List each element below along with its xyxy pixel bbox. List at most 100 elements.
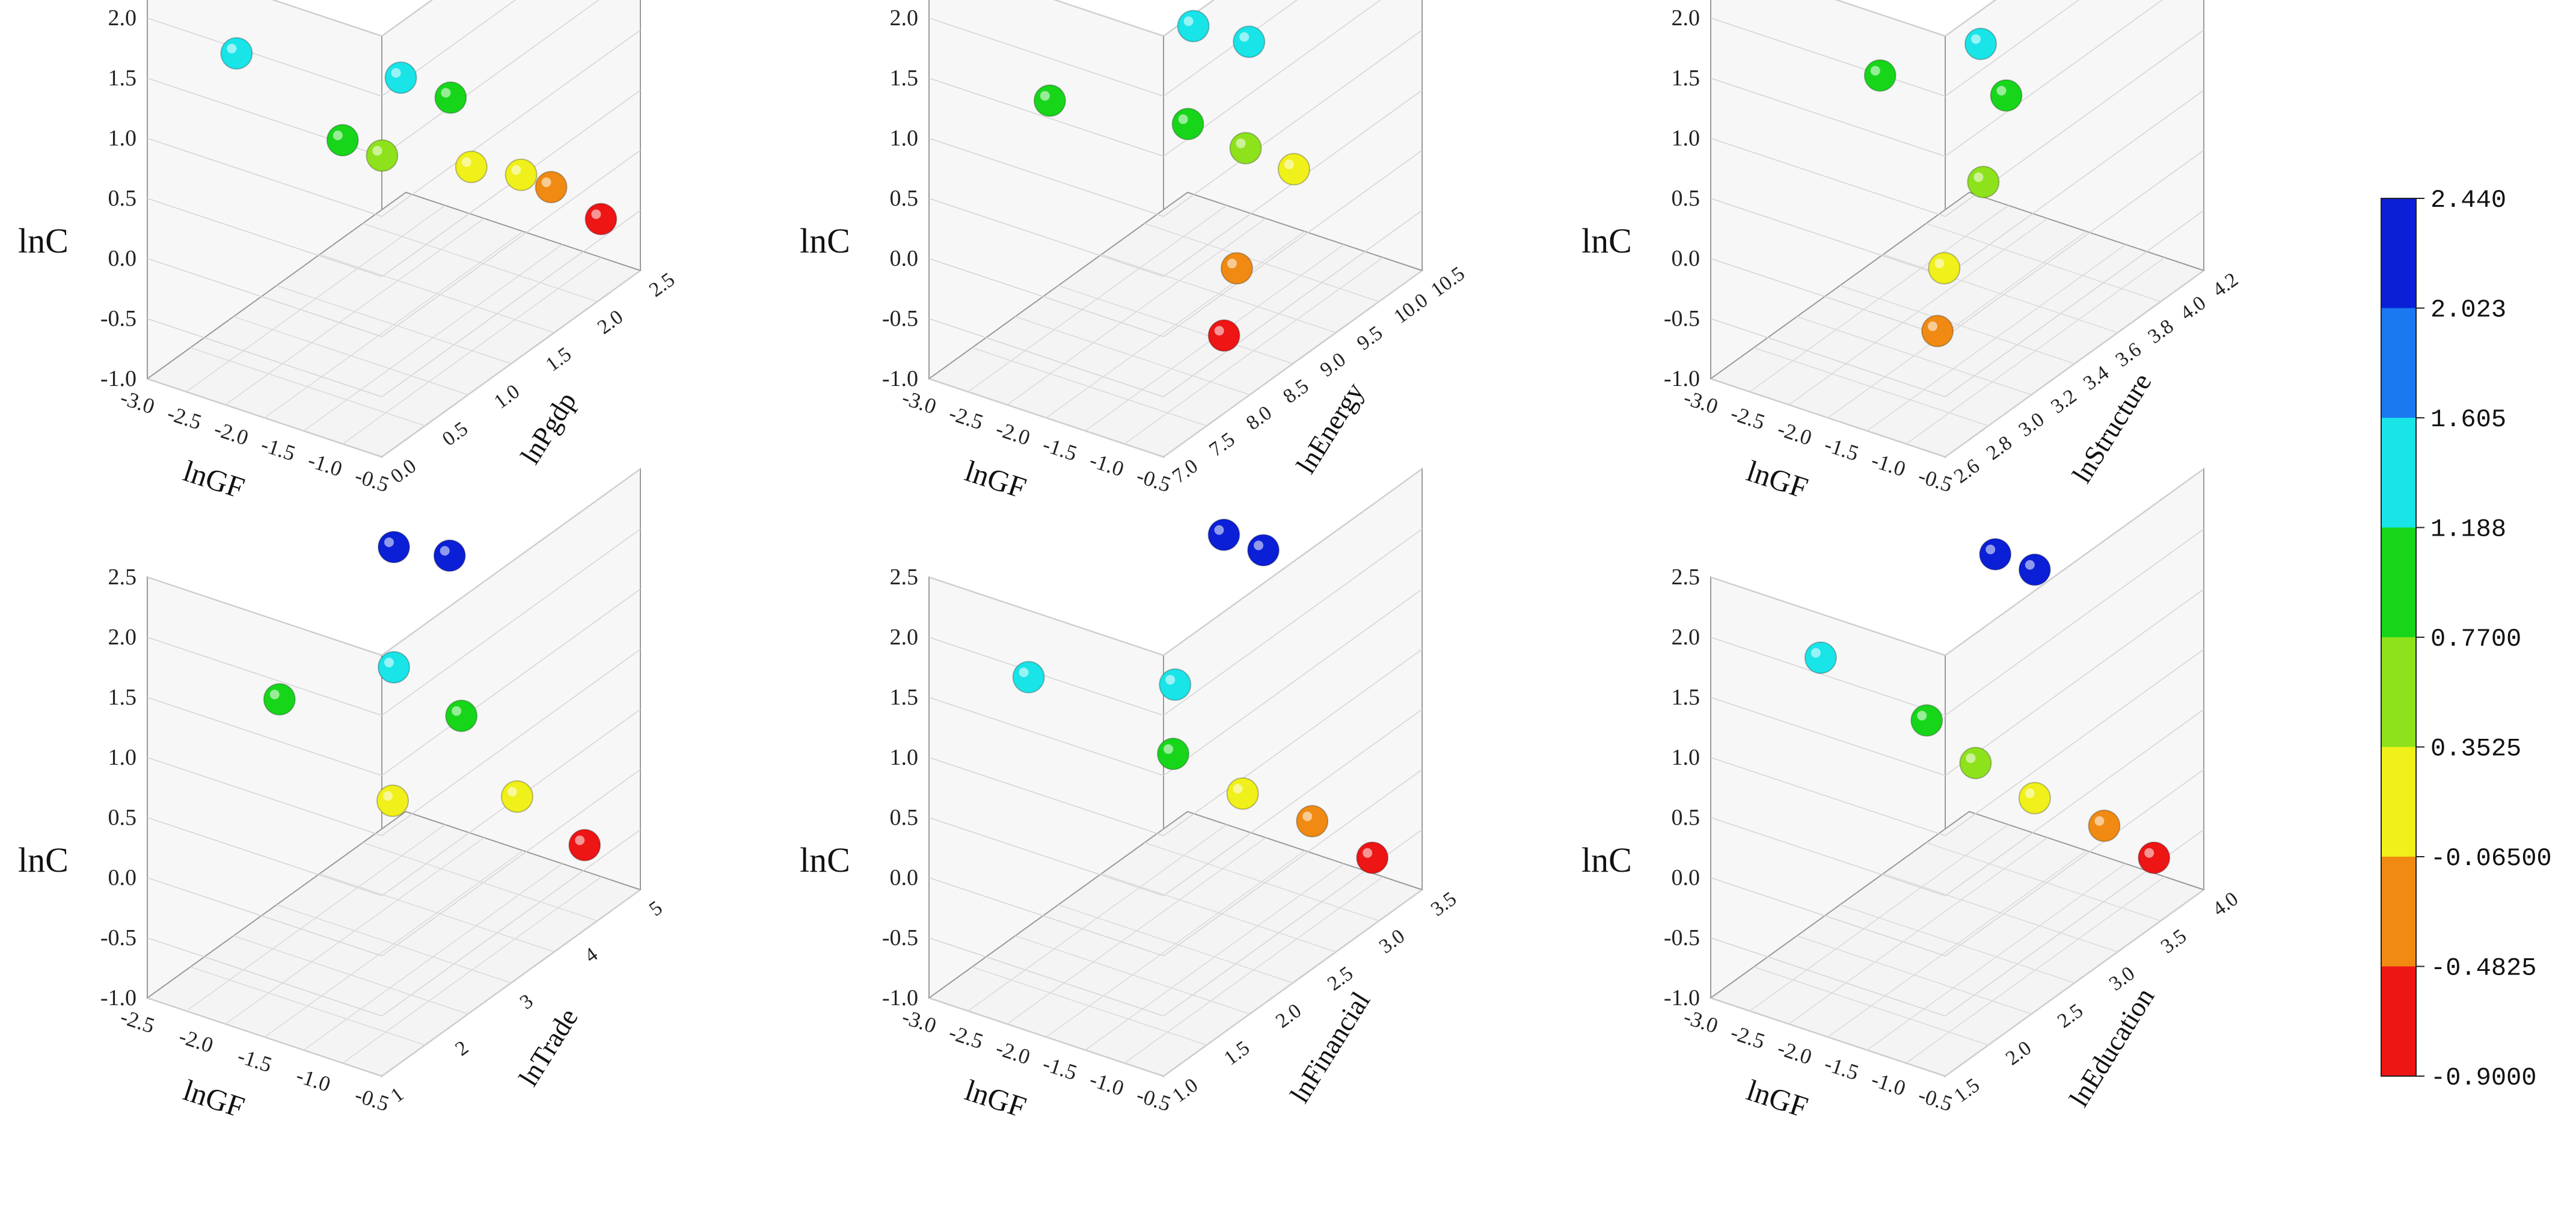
y-tick-label: 9.5 bbox=[1353, 322, 1387, 355]
data-point bbox=[1171, 108, 1204, 141]
gridline bbox=[928, 138, 1164, 217]
gridline bbox=[928, 937, 1164, 1017]
data-point-highlight bbox=[541, 177, 551, 188]
gridline bbox=[1144, 842, 1379, 922]
gridline bbox=[1144, 222, 1379, 302]
data-point bbox=[1159, 668, 1192, 701]
z-axis-label: lnC bbox=[18, 221, 69, 260]
z-tick-label: 0.0 bbox=[1672, 246, 1700, 271]
x-tick-label: -3.0 bbox=[1681, 385, 1721, 419]
gridline bbox=[381, 649, 641, 836]
gridline bbox=[1710, 577, 1946, 656]
x-tick-label: -1.5 bbox=[1040, 1051, 1080, 1085]
data-point bbox=[568, 828, 601, 861]
gridline bbox=[381, 150, 641, 337]
data-point-highlight bbox=[1183, 16, 1194, 26]
x-tick-label: -3.0 bbox=[899, 1005, 939, 1038]
y-axis-label: lnStructure bbox=[2066, 368, 2157, 488]
data-point bbox=[1979, 538, 2012, 571]
gridline bbox=[1163, 210, 1423, 397]
data-point-highlight bbox=[384, 658, 394, 667]
z-tick-label: -1.0 bbox=[1664, 985, 1700, 1011]
gridline bbox=[928, 17, 1164, 97]
data-point-highlight bbox=[2144, 848, 2154, 858]
data-point-highlight bbox=[440, 546, 450, 556]
colorbar-label: -0.4825 bbox=[2430, 954, 2536, 983]
y-tick-label: 9.0 bbox=[1316, 348, 1350, 381]
data-point bbox=[1910, 704, 1943, 737]
gridline bbox=[1945, 0, 2080, 97]
x-axis-label: lnGF bbox=[1743, 454, 1812, 505]
x-tick-label: -2.5 bbox=[946, 1020, 986, 1054]
z-tick-label: -0.5 bbox=[100, 306, 136, 331]
y-tick-label: 2.0 bbox=[2002, 1037, 2035, 1070]
data-point-highlight bbox=[383, 791, 393, 801]
data-point bbox=[376, 785, 409, 817]
data-point-highlight bbox=[1284, 159, 1294, 170]
data-point bbox=[1012, 661, 1045, 694]
data-point bbox=[1033, 84, 1066, 117]
y-tick-label: 3.6 bbox=[2112, 338, 2145, 372]
data-point bbox=[2018, 553, 2051, 586]
data-point-highlight bbox=[1302, 812, 1313, 821]
z-tick-label: 1.0 bbox=[108, 126, 137, 151]
colorbar-segment bbox=[2381, 527, 2416, 637]
gridline bbox=[928, 78, 1164, 157]
gridline bbox=[928, 877, 1164, 956]
x-axis-label: lnGF bbox=[179, 454, 248, 505]
data-point-highlight bbox=[461, 157, 471, 167]
gridline bbox=[147, 877, 382, 956]
gridline bbox=[147, 138, 382, 217]
y-tick-label: 4 bbox=[580, 943, 602, 967]
z-tick-label: 2.0 bbox=[1672, 5, 1700, 31]
gridline bbox=[1163, 0, 1381, 157]
colorbar-segment bbox=[2381, 637, 2416, 747]
gridline bbox=[1710, 78, 1946, 157]
gridline bbox=[928, 697, 1164, 776]
data-point-highlight bbox=[1239, 32, 1250, 42]
gridline bbox=[381, 0, 600, 157]
data-point-highlight bbox=[391, 68, 401, 78]
x-tick-label: -0.5 bbox=[1133, 1083, 1174, 1116]
z-tick-label: 2.5 bbox=[890, 565, 919, 590]
x-tick-label: -0.5 bbox=[1915, 464, 1955, 497]
x-tick-label: -0.5 bbox=[352, 1083, 392, 1116]
data-point bbox=[1277, 153, 1310, 186]
gridline bbox=[1710, 817, 1946, 896]
y-tick-label: 7.5 bbox=[1205, 428, 1239, 461]
y-tick-label: 5 bbox=[645, 897, 667, 921]
gridline bbox=[1163, 0, 1298, 97]
gridline bbox=[381, 29, 641, 217]
data-point bbox=[1804, 641, 1837, 674]
gridline bbox=[147, 637, 382, 716]
data-point-highlight bbox=[1178, 114, 1188, 124]
data-point bbox=[1928, 252, 1961, 285]
z-tick-label: -1.0 bbox=[100, 985, 136, 1011]
colorbar-label: 2.023 bbox=[2430, 296, 2506, 325]
gridline bbox=[928, 318, 1164, 397]
x-tick-label: -2.0 bbox=[211, 417, 251, 450]
x-tick-label: -0.5 bbox=[352, 464, 392, 497]
x-tick-label: -1.0 bbox=[293, 1063, 334, 1097]
gridline bbox=[1163, 709, 1423, 896]
y-tick-label: 3.2 bbox=[2047, 385, 2081, 418]
z-tick-label: 0.0 bbox=[1672, 865, 1700, 890]
y-tick-label: 1.5 bbox=[542, 343, 575, 376]
z-tick-label: 1.5 bbox=[108, 66, 137, 91]
gridline bbox=[1710, 757, 1946, 836]
data-point bbox=[1226, 777, 1259, 810]
y-tick-label: 8.0 bbox=[1242, 402, 1276, 435]
x-tick-label: -2.0 bbox=[176, 1024, 216, 1057]
z-tick-label: 2.0 bbox=[108, 625, 137, 650]
data-point-highlight bbox=[1934, 259, 1945, 269]
z-tick-label: -0.5 bbox=[882, 306, 918, 331]
chart-panel-top-right: 2.52.01.51.00.50.0-0.5-1.0lnC-3.0-2.5-2.… bbox=[1581, 0, 2242, 505]
data-point-highlight bbox=[1811, 648, 1821, 658]
data-point bbox=[1207, 319, 1240, 352]
gridline bbox=[1163, 589, 1423, 776]
data-point bbox=[2018, 782, 2051, 815]
z-tick-label: 1.0 bbox=[1672, 126, 1700, 151]
z-tick-label: 1.0 bbox=[890, 745, 919, 770]
data-point-highlight bbox=[1363, 848, 1373, 858]
data-point bbox=[220, 37, 253, 70]
